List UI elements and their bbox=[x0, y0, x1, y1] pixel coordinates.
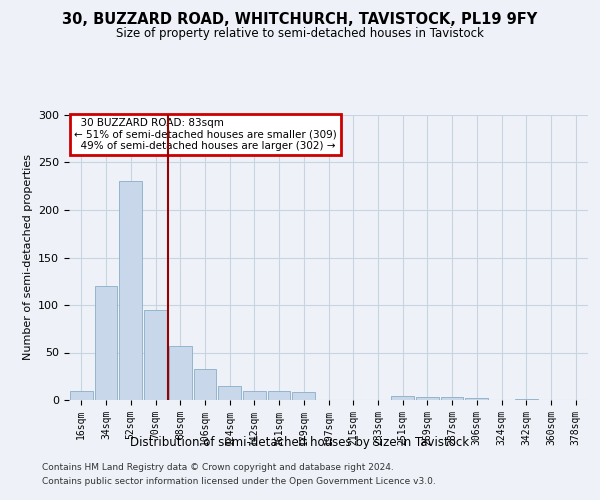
Bar bbox=[218, 386, 241, 400]
Text: Contains public sector information licensed under the Open Government Licence v3: Contains public sector information licen… bbox=[42, 477, 436, 486]
Bar bbox=[95, 286, 118, 400]
Bar bbox=[144, 310, 167, 400]
Text: 30, BUZZARD ROAD, WHITCHURCH, TAVISTOCK, PL19 9FY: 30, BUZZARD ROAD, WHITCHURCH, TAVISTOCK,… bbox=[62, 12, 538, 28]
Bar bbox=[268, 390, 290, 400]
Bar bbox=[515, 399, 538, 400]
Text: 30 BUZZARD ROAD: 83sqm
← 51% of semi-detached houses are smaller (309)
  49% of : 30 BUZZARD ROAD: 83sqm ← 51% of semi-det… bbox=[74, 118, 337, 151]
Bar bbox=[466, 398, 488, 400]
Bar bbox=[391, 396, 414, 400]
Bar bbox=[70, 390, 93, 400]
Y-axis label: Number of semi-detached properties: Number of semi-detached properties bbox=[23, 154, 32, 360]
Bar bbox=[416, 397, 439, 400]
Bar bbox=[194, 368, 216, 400]
Text: Contains HM Land Registry data © Crown copyright and database right 2024.: Contains HM Land Registry data © Crown c… bbox=[42, 464, 394, 472]
Bar bbox=[243, 390, 266, 400]
Bar bbox=[169, 346, 191, 400]
Bar bbox=[119, 182, 142, 400]
Text: Distribution of semi-detached houses by size in Tavistock: Distribution of semi-detached houses by … bbox=[130, 436, 470, 449]
Text: Size of property relative to semi-detached houses in Tavistock: Size of property relative to semi-detach… bbox=[116, 28, 484, 40]
Bar bbox=[441, 397, 463, 400]
Bar bbox=[292, 392, 315, 400]
